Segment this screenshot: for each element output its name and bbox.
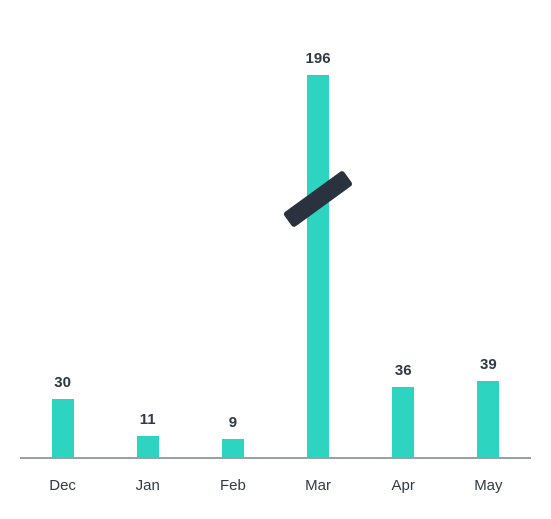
bar-value-label: 39 (480, 356, 497, 373)
bar-rect (52, 399, 74, 457)
bar-col: 30 (20, 20, 105, 457)
x-axis-label: May (446, 461, 531, 494)
bars-container: 30 11 9 196 36 39 (20, 20, 531, 457)
bar-value-label: 30 (54, 374, 71, 391)
bar-chart: 30 11 9 196 36 39 DecJanFebMarAprMay (0, 0, 551, 519)
x-axis-labels: DecJanFebMarAprMay (20, 461, 531, 519)
bar-col: 11 (105, 20, 190, 457)
bar-rect (307, 75, 329, 457)
bar-col: 9 (190, 20, 275, 457)
x-axis-baseline (20, 457, 531, 459)
bar-col: 36 (361, 20, 446, 457)
x-axis-label: Mar (276, 461, 361, 494)
x-axis-label: Jan (105, 461, 190, 494)
x-axis-label: Dec (20, 461, 105, 494)
bar-col: 196 (276, 20, 361, 457)
bar-rect (477, 381, 499, 457)
bar-value-label: 11 (140, 411, 156, 428)
bar-rect (392, 387, 414, 457)
axis-break-icon (283, 170, 353, 228)
x-axis-label: Feb (190, 461, 275, 494)
bar-col: 39 (446, 20, 531, 457)
bar-value-label: 196 (306, 50, 331, 67)
x-axis-label: Apr (361, 461, 446, 494)
bar-rect (137, 436, 159, 457)
bar-value-label: 36 (395, 362, 412, 379)
bar-value-label: 9 (229, 414, 237, 431)
plot-area: 30 11 9 196 36 39 (20, 20, 531, 459)
bar-rect (222, 439, 244, 457)
